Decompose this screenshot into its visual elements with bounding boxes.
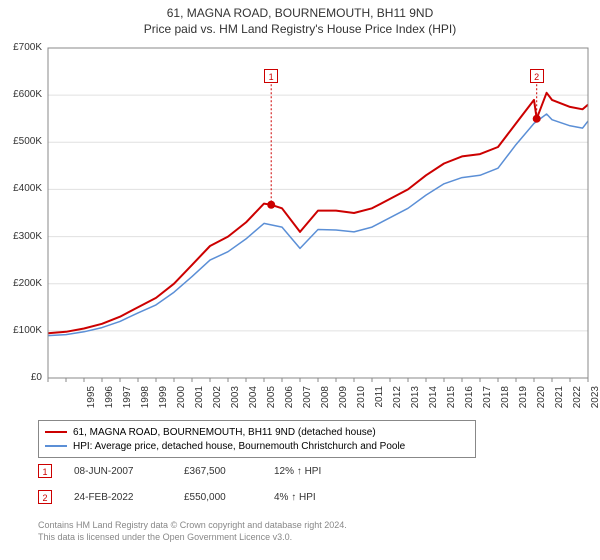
footer-text: Contains HM Land Registry data © Crown c… [38, 520, 347, 543]
y-tick-label: £600K [0, 89, 42, 100]
sale-row-marker: 2 [38, 490, 52, 504]
sale-marker-label: 2 [530, 69, 544, 83]
sale-date: 24-FEB-2022 [74, 492, 184, 503]
legend-row: HPI: Average price, detached house, Bour… [45, 439, 469, 453]
legend-label: 61, MAGNA ROAD, BOURNEMOUTH, BH11 9ND (d… [73, 427, 376, 438]
footer-line2: This data is licensed under the Open Gov… [38, 532, 347, 544]
legend-swatch [45, 431, 67, 433]
sale-delta: 12% ↑ HPI [274, 466, 364, 477]
x-tick-label: 2023 [590, 386, 600, 426]
x-tick-label: 2017 [482, 386, 493, 426]
legend-label: HPI: Average price, detached house, Bour… [73, 441, 405, 452]
sale-marker-label: 1 [264, 69, 278, 83]
x-tick-label: 2019 [518, 386, 529, 426]
y-tick-label: £300K [0, 231, 42, 242]
footer-line1: Contains HM Land Registry data © Crown c… [38, 520, 347, 532]
x-tick-label: 2018 [500, 386, 511, 426]
y-tick-label: £200K [0, 278, 42, 289]
x-tick-label: 2021 [554, 386, 565, 426]
legend-row: 61, MAGNA ROAD, BOURNEMOUTH, BH11 9ND (d… [45, 425, 469, 439]
legend-box: 61, MAGNA ROAD, BOURNEMOUTH, BH11 9ND (d… [38, 420, 476, 458]
sale-price: £367,500 [184, 466, 274, 477]
sale-row: 2 24-FEB-2022£550,0004% ↑ HPI [38, 490, 364, 504]
chart-container: 61, MAGNA ROAD, BOURNEMOUTH, BH11 9ND Pr… [0, 0, 600, 560]
sale-price: £550,000 [184, 492, 274, 503]
y-tick-label: £100K [0, 325, 42, 336]
legend-swatch [45, 445, 67, 447]
y-tick-label: £400K [0, 183, 42, 194]
x-tick-label: 2022 [572, 386, 583, 426]
y-tick-label: £700K [0, 42, 42, 53]
sale-date: 08-JUN-2007 [74, 466, 184, 477]
y-tick-label: £500K [0, 136, 42, 147]
sale-row-marker: 1 [38, 464, 52, 478]
x-tick-label: 2020 [536, 386, 547, 426]
sale-row: 1 08-JUN-2007£367,50012% ↑ HPI [38, 464, 364, 478]
y-tick-label: £0 [0, 372, 42, 383]
sale-delta: 4% ↑ HPI [274, 492, 364, 503]
